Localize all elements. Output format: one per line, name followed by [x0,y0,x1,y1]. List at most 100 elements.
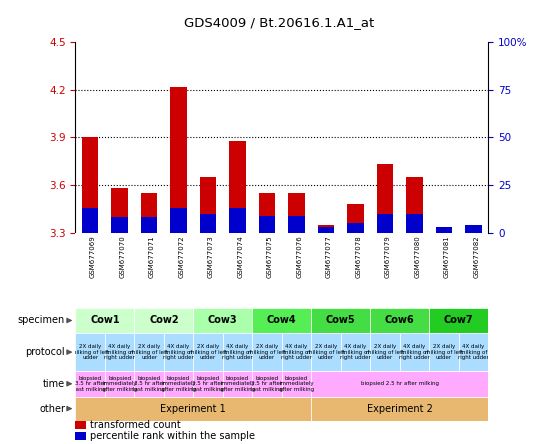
Bar [259,215,275,233]
Text: GSM677073: GSM677073 [208,236,214,278]
Text: 4X daily
milking of
right udder: 4X daily milking of right udder [104,344,135,360]
Bar [406,177,422,233]
Bar [436,227,452,233]
Bar [318,225,334,233]
Bar [164,333,193,371]
Text: GDS4009 / Bt.20616.1.A1_at: GDS4009 / Bt.20616.1.A1_at [184,16,374,29]
Bar [371,333,400,371]
Bar [252,308,311,333]
Bar [436,230,452,233]
Text: Cow2: Cow2 [149,316,179,325]
Text: GSM677077: GSM677077 [326,236,332,278]
Bar [193,333,223,371]
Bar [252,333,282,371]
Text: 4X daily
milking of
right udder: 4X daily milking of right udder [222,344,253,360]
Text: GSM677070: GSM677070 [119,236,126,278]
Text: 2X daily
milking of left
udder: 2X daily milking of left udder [189,344,227,360]
Text: Experiment 1: Experiment 1 [161,404,226,414]
Bar [348,223,364,233]
Text: 2X daily
milking of left
udder: 2X daily milking of left udder [248,344,286,360]
Text: biopsied
3.5 hr after
last milking: biopsied 3.5 hr after last milking [133,376,165,392]
Bar [134,333,164,371]
Bar [193,308,252,333]
Text: GSM677078: GSM677078 [355,236,362,278]
Text: GSM677076: GSM677076 [296,236,302,278]
Text: GSM677069: GSM677069 [90,236,96,278]
Text: biopsied
immediately
after milking: biopsied immediately after milking [161,376,196,392]
Text: biopsied
3.5 hr after
last milking: biopsied 3.5 hr after last milking [251,376,283,392]
Bar [75,308,134,333]
Bar [288,193,305,233]
Bar [282,333,311,371]
Bar [193,371,223,396]
Bar [229,208,246,233]
Text: GSM677071: GSM677071 [149,236,155,278]
Bar [377,214,393,233]
Text: 4X daily
milking of
right udder: 4X daily milking of right udder [163,344,194,360]
Bar [75,396,311,420]
Text: Cow3: Cow3 [208,316,238,325]
Bar [406,214,422,233]
Text: 4X daily
milking of
right udder: 4X daily milking of right udder [340,344,371,360]
Bar [429,333,459,371]
Bar [311,308,371,333]
Bar [371,308,429,333]
Text: GSM677072: GSM677072 [179,236,185,278]
Text: Cow1: Cow1 [90,316,119,325]
Bar [200,214,216,233]
Bar [429,308,488,333]
Bar [141,218,157,233]
Bar [348,204,364,233]
Bar [75,432,86,440]
Bar [311,396,488,420]
Text: 4X daily
milking of
right udder: 4X daily milking of right udder [399,344,430,360]
Text: GSM677082: GSM677082 [474,236,479,278]
Text: Cow4: Cow4 [267,316,297,325]
Bar [75,421,86,429]
Bar [170,208,187,233]
Text: biopsied
immediately
after milking: biopsied immediately after milking [102,376,137,392]
Text: other: other [39,404,65,414]
Text: Cow7: Cow7 [444,316,474,325]
Text: specimen: specimen [18,316,65,325]
Bar [341,333,371,371]
Bar [318,227,334,233]
Bar [465,230,482,233]
Text: 4X daily
milking of
right udder: 4X daily milking of right udder [458,344,489,360]
Bar [259,193,275,233]
Bar [105,333,134,371]
Bar [252,371,282,396]
Bar [223,371,252,396]
Bar [223,333,252,371]
Bar [75,371,105,396]
Bar [200,177,216,233]
Text: biopsied 2.5 hr after milking: biopsied 2.5 hr after milking [361,381,439,386]
Text: biopsied
immediately
after milking: biopsied immediately after milking [279,376,314,392]
Bar [134,371,164,396]
Text: Cow5: Cow5 [326,316,355,325]
Text: transformed count: transformed count [90,420,181,430]
Text: 2X daily
milking of left
udder: 2X daily milking of left udder [71,344,109,360]
Bar [105,371,134,396]
Text: Experiment 2: Experiment 2 [367,404,432,414]
Bar [134,308,193,333]
Bar [229,141,246,233]
Text: protocol: protocol [25,347,65,357]
Text: 2X daily
milking of left
udder: 2X daily milking of left udder [130,344,168,360]
Bar [82,138,98,233]
Text: 2X daily
milking of left
udder: 2X daily milking of left udder [307,344,345,360]
Bar [82,208,98,233]
Text: GSM677079: GSM677079 [385,236,391,278]
Bar [465,225,482,233]
Bar [400,333,429,371]
Text: GSM677074: GSM677074 [238,236,243,278]
Bar [75,333,105,371]
Text: biopsied
3.5 hr after
last milking: biopsied 3.5 hr after last milking [74,376,106,392]
Bar [282,371,311,396]
Text: Cow6: Cow6 [385,316,415,325]
Text: 2X daily
milking of left
udder: 2X daily milking of left udder [366,344,404,360]
Text: GSM677075: GSM677075 [267,236,273,278]
Bar [112,188,128,233]
Text: 2X daily
milking of left
udder: 2X daily milking of left udder [425,344,463,360]
Text: 4X daily
milking of
right udder: 4X daily milking of right udder [281,344,312,360]
